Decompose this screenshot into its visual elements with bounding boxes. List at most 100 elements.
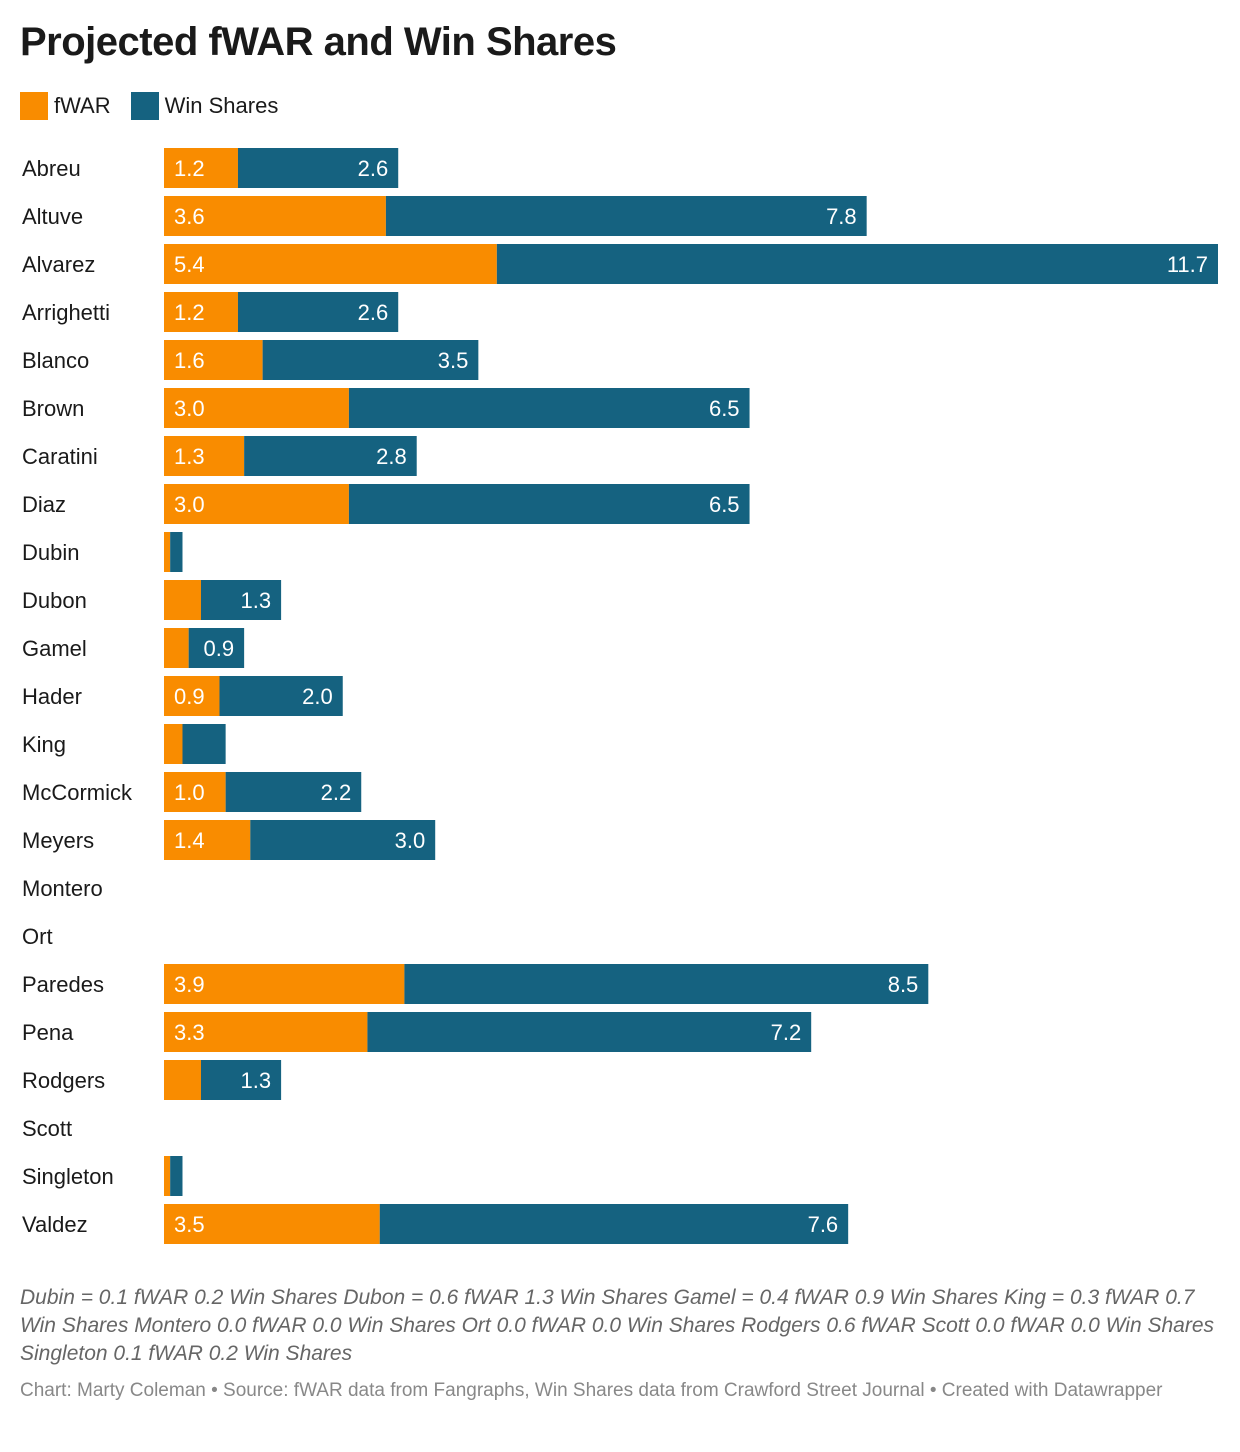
value-label-win-shares-caratini: 2.8 [376, 444, 407, 469]
bar-fwar-dubin [164, 532, 171, 572]
bar-fwar-gamel [164, 628, 189, 668]
value-label-win-shares-gamel: 0.9 [204, 636, 235, 661]
value-label-win-shares-diaz: 6.5 [709, 492, 740, 517]
value-label-win-shares-abreu: 2.6 [358, 156, 389, 181]
bar-fwar-mccormick [164, 772, 226, 812]
bar-win-shares-rodgers [200, 1060, 282, 1100]
category-label-montero: Montero [22, 876, 103, 901]
category-label-pena: Pena [22, 1020, 74, 1045]
category-label-scott: Scott [22, 1116, 72, 1141]
category-label-rodgers: Rodgers [22, 1068, 105, 1093]
value-label-fwar-pena: 3.3 [174, 1020, 205, 1045]
category-label-diaz: Diaz [22, 492, 66, 517]
legend-label-win-shares: Win Shares [164, 93, 279, 118]
bar-fwar-altuve [164, 196, 386, 236]
category-label-ort: Ort [22, 924, 53, 949]
legend: fWAR Win Shares [20, 92, 298, 120]
category-label-alvarez: Alvarez [22, 252, 95, 277]
category-label-dubon: Dubon [22, 588, 87, 613]
bar-win-shares-dubin [170, 532, 183, 572]
category-label-caratini: Caratini [22, 444, 98, 469]
bar-fwar-dubon [164, 580, 201, 620]
value-label-fwar-hader: 0.9 [174, 684, 205, 709]
bar-win-shares-altuve [385, 196, 867, 236]
value-label-fwar-arrighetti: 1.2 [174, 300, 205, 325]
bar-chart: Abreu 1.2 2.6 Altuve 3.6 7.8 Alvarez 5.4 11.7 Arr… [22, 148, 1218, 1244]
bar-fwar-diaz [164, 484, 349, 524]
value-label-fwar-valdez: 3.5 [174, 1212, 205, 1237]
category-label-valdez: Valdez [22, 1212, 88, 1237]
value-label-win-shares-dubon: 1.3 [241, 588, 272, 613]
value-label-win-shares-blanco: 3.5 [438, 348, 469, 373]
bar-fwar-singleton [164, 1156, 171, 1196]
value-label-fwar-paredes: 3.9 [174, 972, 205, 997]
bar-fwar-rodgers [164, 1060, 201, 1100]
value-label-fwar-altuve: 3.6 [174, 204, 205, 229]
bar-fwar-caratini [164, 436, 245, 476]
value-label-fwar-blanco: 1.6 [174, 348, 205, 373]
value-label-win-shares-valdez: 7.6 [808, 1212, 839, 1237]
value-label-fwar-diaz: 3.0 [174, 492, 205, 517]
legend-item-fwar: fWAR [20, 92, 111, 120]
category-label-arrighetti: Arrighetti [22, 300, 110, 325]
value-label-win-shares-meyers: 3.0 [395, 828, 426, 853]
legend-item-win-shares: Win Shares [130, 92, 279, 120]
value-label-win-shares-rodgers: 1.3 [241, 1068, 272, 1093]
bar-win-shares-caratini [244, 436, 417, 476]
bar-fwar-king [164, 724, 183, 764]
value-label-fwar-alvarez: 5.4 [174, 252, 205, 277]
bar-fwar-meyers [164, 820, 251, 860]
category-label-altuve: Altuve [22, 204, 83, 229]
bar-win-shares-valdez [379, 1204, 849, 1244]
legend-swatch-win-shares [130, 92, 159, 120]
category-label-meyers: Meyers [22, 828, 94, 853]
category-label-singleton: Singleton [22, 1164, 114, 1189]
bar-fwar-brown [164, 388, 349, 428]
value-label-fwar-meyers: 1.4 [174, 828, 205, 853]
legend-swatch-fwar [20, 92, 48, 120]
value-label-win-shares-paredes: 8.5 [888, 972, 919, 997]
category-label-brown: Brown [22, 396, 84, 421]
category-label-hader: Hader [22, 684, 82, 709]
value-label-win-shares-arrighetti: 2.6 [358, 300, 389, 325]
legend-label-fwar: fWAR [54, 93, 111, 118]
chart-notes: Dubin = 0.1 fWAR 0.2 Win Shares Dubon = … [20, 1286, 1215, 1365]
value-label-win-shares-altuve: 7.8 [826, 204, 857, 229]
bar-win-shares-pena [367, 1012, 812, 1052]
category-label-blanco: Blanco [22, 348, 89, 373]
value-label-fwar-abreu: 1.2 [174, 156, 205, 181]
bar-fwar-hader [164, 676, 220, 716]
bar-win-shares-paredes [404, 964, 929, 1004]
value-label-win-shares-pena: 7.2 [771, 1020, 802, 1045]
value-label-win-shares-hader: 2.0 [302, 684, 333, 709]
value-label-fwar-caratini: 1.3 [174, 444, 205, 469]
bar-win-shares-diaz [348, 484, 750, 524]
value-label-win-shares-brown: 6.5 [709, 396, 740, 421]
category-label-dubin: Dubin [22, 540, 79, 565]
category-label-paredes: Paredes [22, 972, 104, 997]
bar-win-shares-arrighetti [237, 292, 399, 332]
bar-fwar-arrighetti [164, 292, 238, 332]
bar-win-shares-dubon [200, 580, 282, 620]
bar-win-shares-abreu [237, 148, 399, 188]
bar-win-shares-alvarez [496, 244, 1218, 284]
value-label-win-shares-alvarez: 11.7 [1167, 252, 1208, 277]
bar-win-shares-singleton [170, 1156, 183, 1196]
bar-win-shares-meyers [250, 820, 436, 860]
bar-win-shares-brown [348, 388, 750, 428]
bar-win-shares-gamel [188, 628, 245, 668]
bar-win-shares-blanco [262, 340, 479, 380]
chart-title: Projected fWAR and Win Shares [20, 20, 617, 64]
bar-fwar-valdez [164, 1204, 380, 1244]
bar-fwar-paredes [164, 964, 405, 1004]
chart-credit: Chart: Marty Coleman • Source: fWAR data… [20, 1380, 1163, 1401]
value-label-win-shares-mccormick: 2.2 [321, 780, 352, 805]
category-label-mccormick: McCormick [22, 780, 133, 805]
bar-fwar-abreu [164, 148, 238, 188]
bar-fwar-pena [164, 1012, 368, 1052]
bar-win-shares-hader [219, 676, 343, 716]
category-label-king: King [22, 732, 66, 757]
bar-fwar-alvarez [164, 244, 497, 284]
value-label-fwar-brown: 3.0 [174, 396, 205, 421]
category-label-gamel: Gamel [22, 636, 87, 661]
